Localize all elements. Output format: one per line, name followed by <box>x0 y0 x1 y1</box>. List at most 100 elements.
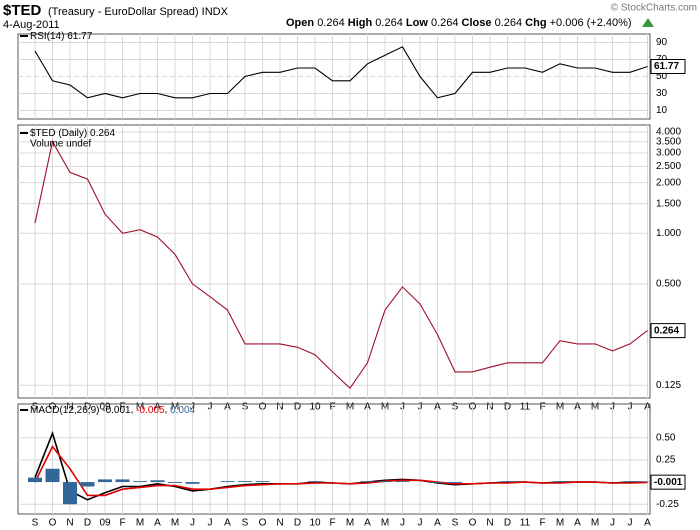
x-tick-label: M <box>591 518 599 529</box>
y-tick-label: 90 <box>656 37 668 48</box>
quote-label: Low <box>406 17 428 29</box>
last-value-label: -0.001 <box>654 477 683 488</box>
series-line <box>34 430 648 501</box>
exchange: INDX <box>202 6 229 18</box>
y-tick-label: 0.25 <box>656 455 676 466</box>
last-value-box <box>650 323 686 339</box>
histogram-bar <box>430 482 445 483</box>
x-tick-label: J <box>628 518 633 529</box>
quote-value: 0.264 <box>495 17 523 29</box>
symbol: $TED <box>3 2 42 19</box>
histogram-bar <box>448 482 462 483</box>
legend: $TED (Daily) 0.264 <box>30 128 115 139</box>
histogram-bar <box>150 480 165 483</box>
quote-value: 0.264 <box>431 17 459 29</box>
y-tick-label: 30 <box>656 88 668 99</box>
histogram-bar <box>80 482 95 487</box>
x-tick-label: M <box>136 518 144 529</box>
histogram-bar <box>378 481 392 483</box>
legend-value: 0.264 <box>90 128 115 139</box>
x-tick-label: 09 <box>99 518 111 529</box>
series-line <box>34 46 648 99</box>
histogram-bar <box>395 481 410 483</box>
x-tick-label: F <box>119 518 125 529</box>
x-tick-label: A <box>154 518 161 529</box>
quote-value: 0.264 <box>375 17 403 29</box>
x-tick-label: N <box>66 518 73 529</box>
x-tick-label: A <box>644 518 651 529</box>
legend-name: MACD(12,26,9) <box>30 405 99 416</box>
x-tick-label: O <box>259 518 267 529</box>
y-tick-label: 3.500 <box>656 136 681 147</box>
x-tick-label: A <box>364 518 371 529</box>
series-line <box>34 140 648 390</box>
x-tick-label: J <box>190 518 195 529</box>
x-tick-label: N <box>276 518 283 529</box>
quote-label: High <box>348 17 373 29</box>
y-tick-label: 0.50 <box>656 432 676 443</box>
histogram-bar <box>623 481 637 483</box>
histogram-bar <box>63 482 77 505</box>
y-tick-label: -0.25 <box>656 499 679 510</box>
quote-label: Chg <box>525 17 546 29</box>
quote: Open 0.264 High 0.264 Low 0.264 Close 0.… <box>286 17 632 29</box>
y-tick-label: 0.125 <box>656 380 681 391</box>
x-tick-label: M <box>381 518 389 529</box>
y-tick-label: 2.000 <box>656 177 681 188</box>
up-arrow <box>642 18 654 27</box>
histogram-bar <box>500 481 515 483</box>
histogram-bar <box>255 481 270 483</box>
x-tick-label: D <box>504 518 511 529</box>
quote-label: Close <box>462 17 492 29</box>
x-tick-label: J <box>418 518 423 529</box>
histogram-bar <box>115 479 130 483</box>
histogram-bar <box>308 481 322 483</box>
x-tick-label: J <box>208 518 213 529</box>
histogram-bar <box>553 481 567 483</box>
x-tick-label: D <box>294 518 301 529</box>
copyright: © StockCharts.com <box>611 3 697 14</box>
y-tick-label: 0.500 <box>656 279 681 290</box>
legend-value: 0.004 <box>170 405 195 416</box>
legend: RSI(14) 61.77 <box>30 31 93 42</box>
x-tick-label: M <box>346 518 354 529</box>
x-tick-label: A <box>224 518 231 529</box>
last-value-label: 0.264 <box>654 325 679 336</box>
legend-value: -0.005 <box>136 405 165 416</box>
y-tick-label: 4.000 <box>656 127 681 138</box>
panel-frame <box>17 403 651 515</box>
legend-name: $TED (Daily) <box>30 128 87 139</box>
quote-value: 0.264 <box>317 17 345 29</box>
volume-note: Volume undef <box>30 139 91 150</box>
histogram-bar <box>45 468 60 483</box>
date: 4-Aug-2011 <box>3 19 60 31</box>
quote-label: Open <box>286 17 314 29</box>
x-tick-label: F <box>329 518 335 529</box>
x-tick-label: A <box>574 518 581 529</box>
x-tick-label: O <box>49 518 57 529</box>
legend-value: 61.77 <box>67 31 92 42</box>
y-tick-label: 1.500 <box>656 198 681 209</box>
last-value-label: 61.77 <box>654 61 679 72</box>
legend: MACD(12,26,9) -0.001, -0.005, 0.004 <box>30 405 196 416</box>
x-tick-label: 11 <box>520 518 531 529</box>
x-tick-label: M <box>171 518 179 529</box>
last-value-box <box>650 58 686 74</box>
x-tick-label: J <box>610 518 615 529</box>
histogram-bar <box>238 481 252 483</box>
legend-value: -0.001 <box>102 405 131 416</box>
y-tick-label: 2.500 <box>656 161 681 172</box>
histogram-bar <box>168 482 182 483</box>
series-line <box>34 445 648 497</box>
y-tick-label: 1.000 <box>656 228 681 239</box>
symbol-name: (Treasury - EuroDollar Spread) INDX <box>48 6 229 18</box>
name: (Treasury - EuroDollar Spread) <box>48 6 199 18</box>
x-tick-label: F <box>539 518 545 529</box>
legend-name: RSI(14) <box>30 31 64 42</box>
x-tick-label: S <box>242 518 249 529</box>
panel-frame <box>17 124 651 399</box>
y-tick-label: 10 <box>656 105 668 116</box>
x-tick-label: J <box>400 518 405 529</box>
x-tick-label: 10 <box>309 518 321 529</box>
